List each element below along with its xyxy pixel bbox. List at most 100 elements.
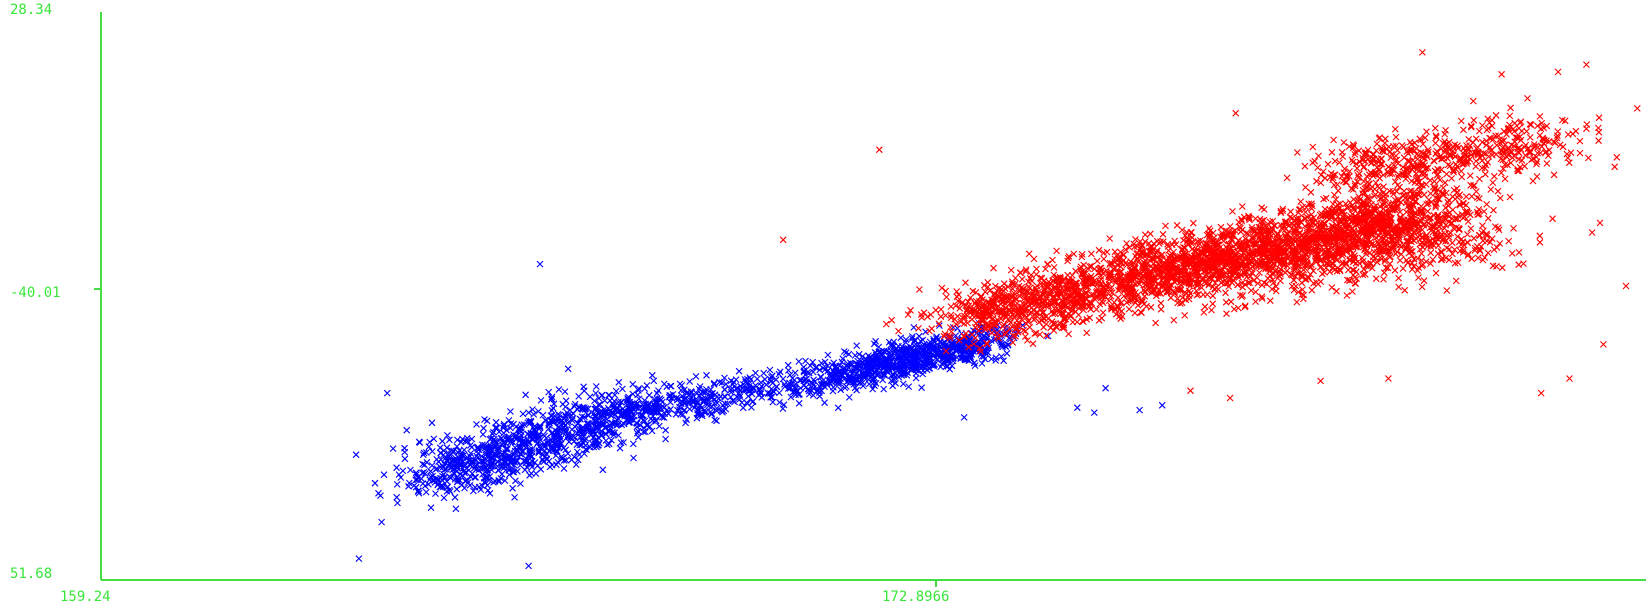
scatter-point <box>585 420 593 428</box>
scatter-point <box>752 369 759 377</box>
scatter-point <box>652 416 659 424</box>
scatter-point <box>882 365 890 373</box>
scatter-point <box>1431 177 1438 185</box>
scatter-point <box>576 415 584 423</box>
scatter-point <box>602 430 610 438</box>
scatter-point <box>892 379 899 387</box>
scatter-point <box>809 392 817 399</box>
scatter-point <box>848 374 855 382</box>
scatter-point <box>992 357 1000 364</box>
scatter-point <box>772 376 780 384</box>
scatter-point <box>1271 222 1278 230</box>
scatter-point <box>1065 330 1072 338</box>
scatter-point <box>389 445 397 452</box>
scatter-point <box>545 425 553 433</box>
scatter-point <box>1201 303 1209 311</box>
scatter-point <box>663 406 671 414</box>
scatter-point <box>696 402 703 410</box>
scatter-point <box>501 455 509 462</box>
scatter-point <box>851 352 859 359</box>
scatter-point <box>912 374 920 382</box>
scatter-point <box>977 343 984 350</box>
scatter-point <box>414 476 421 484</box>
scatter-point <box>744 392 752 400</box>
scatter-point <box>456 447 463 454</box>
scatter-point <box>612 387 620 395</box>
scatter-point <box>620 420 628 428</box>
scatter-point <box>849 378 857 386</box>
scatter-point <box>1380 269 1388 277</box>
scatter-point <box>629 440 637 448</box>
scatter-point <box>918 384 925 392</box>
scatter-point <box>439 463 447 471</box>
scatter-point <box>558 416 566 424</box>
scatter-point <box>472 456 480 463</box>
scatter-point <box>686 378 694 385</box>
scatter-point <box>919 352 926 360</box>
scatter-point <box>541 432 548 440</box>
scatter-point <box>683 416 690 424</box>
scatter-point <box>579 405 587 413</box>
scatter-point <box>415 489 423 497</box>
scatter-point <box>1125 305 1133 313</box>
scatter-point <box>560 465 568 472</box>
scatter-point <box>950 354 957 362</box>
scatter-point <box>562 446 570 454</box>
scatter-point <box>893 363 900 370</box>
scatter-point <box>998 353 1005 360</box>
scatter-point <box>1083 329 1091 337</box>
scatter-point <box>1277 277 1284 285</box>
scatter-point <box>702 386 710 393</box>
scatter-point <box>809 358 817 366</box>
scatter-point <box>623 401 631 408</box>
scatter-point <box>660 380 668 388</box>
scatter-point <box>450 447 457 455</box>
scatter-point <box>634 386 642 394</box>
scatter-point <box>479 482 486 490</box>
scatter-point <box>439 477 446 484</box>
scatter-point <box>902 336 910 343</box>
scatter-point <box>519 410 527 418</box>
scatter-point <box>853 386 860 394</box>
scatter-point <box>662 426 669 434</box>
scatter-point <box>836 362 843 370</box>
scatter-point <box>441 473 448 481</box>
scatter-point <box>1237 228 1245 236</box>
scatter-point <box>1090 409 1098 416</box>
scatter-point <box>536 260 544 268</box>
scatter-point <box>561 388 569 395</box>
scatter-point <box>883 354 890 362</box>
scatter-point <box>1234 304 1242 312</box>
scatter-point <box>434 475 442 483</box>
scatter-point <box>902 344 910 352</box>
scatter-point <box>641 385 649 392</box>
scatter-point <box>983 348 990 355</box>
scatter-point <box>448 450 455 458</box>
scatter-point <box>916 286 923 293</box>
scatter-point <box>795 391 802 399</box>
scatter-point <box>1416 240 1424 248</box>
scatter-point <box>413 471 420 478</box>
scatter-point <box>470 487 477 495</box>
scatter-point <box>1068 272 1076 279</box>
scatter-point <box>421 470 429 477</box>
scatter-point <box>1349 288 1356 295</box>
scatter-point <box>575 403 583 411</box>
scatter-point <box>1007 266 1015 274</box>
scatter-point <box>930 337 938 345</box>
scatter-point <box>512 435 520 443</box>
scatter-point <box>667 382 674 390</box>
scatter-point <box>1205 225 1213 232</box>
scatter-point <box>509 484 516 492</box>
scatter-point <box>419 460 427 468</box>
scatter-point <box>935 351 942 359</box>
scatter-point <box>781 380 788 388</box>
scatter-point <box>875 370 882 378</box>
scatter-point <box>1468 193 1476 200</box>
scatter-point <box>535 447 543 455</box>
scatter-point <box>654 400 661 407</box>
scatter-point <box>907 359 914 367</box>
scatter-point <box>1308 286 1316 294</box>
scatter-point <box>1395 283 1403 291</box>
